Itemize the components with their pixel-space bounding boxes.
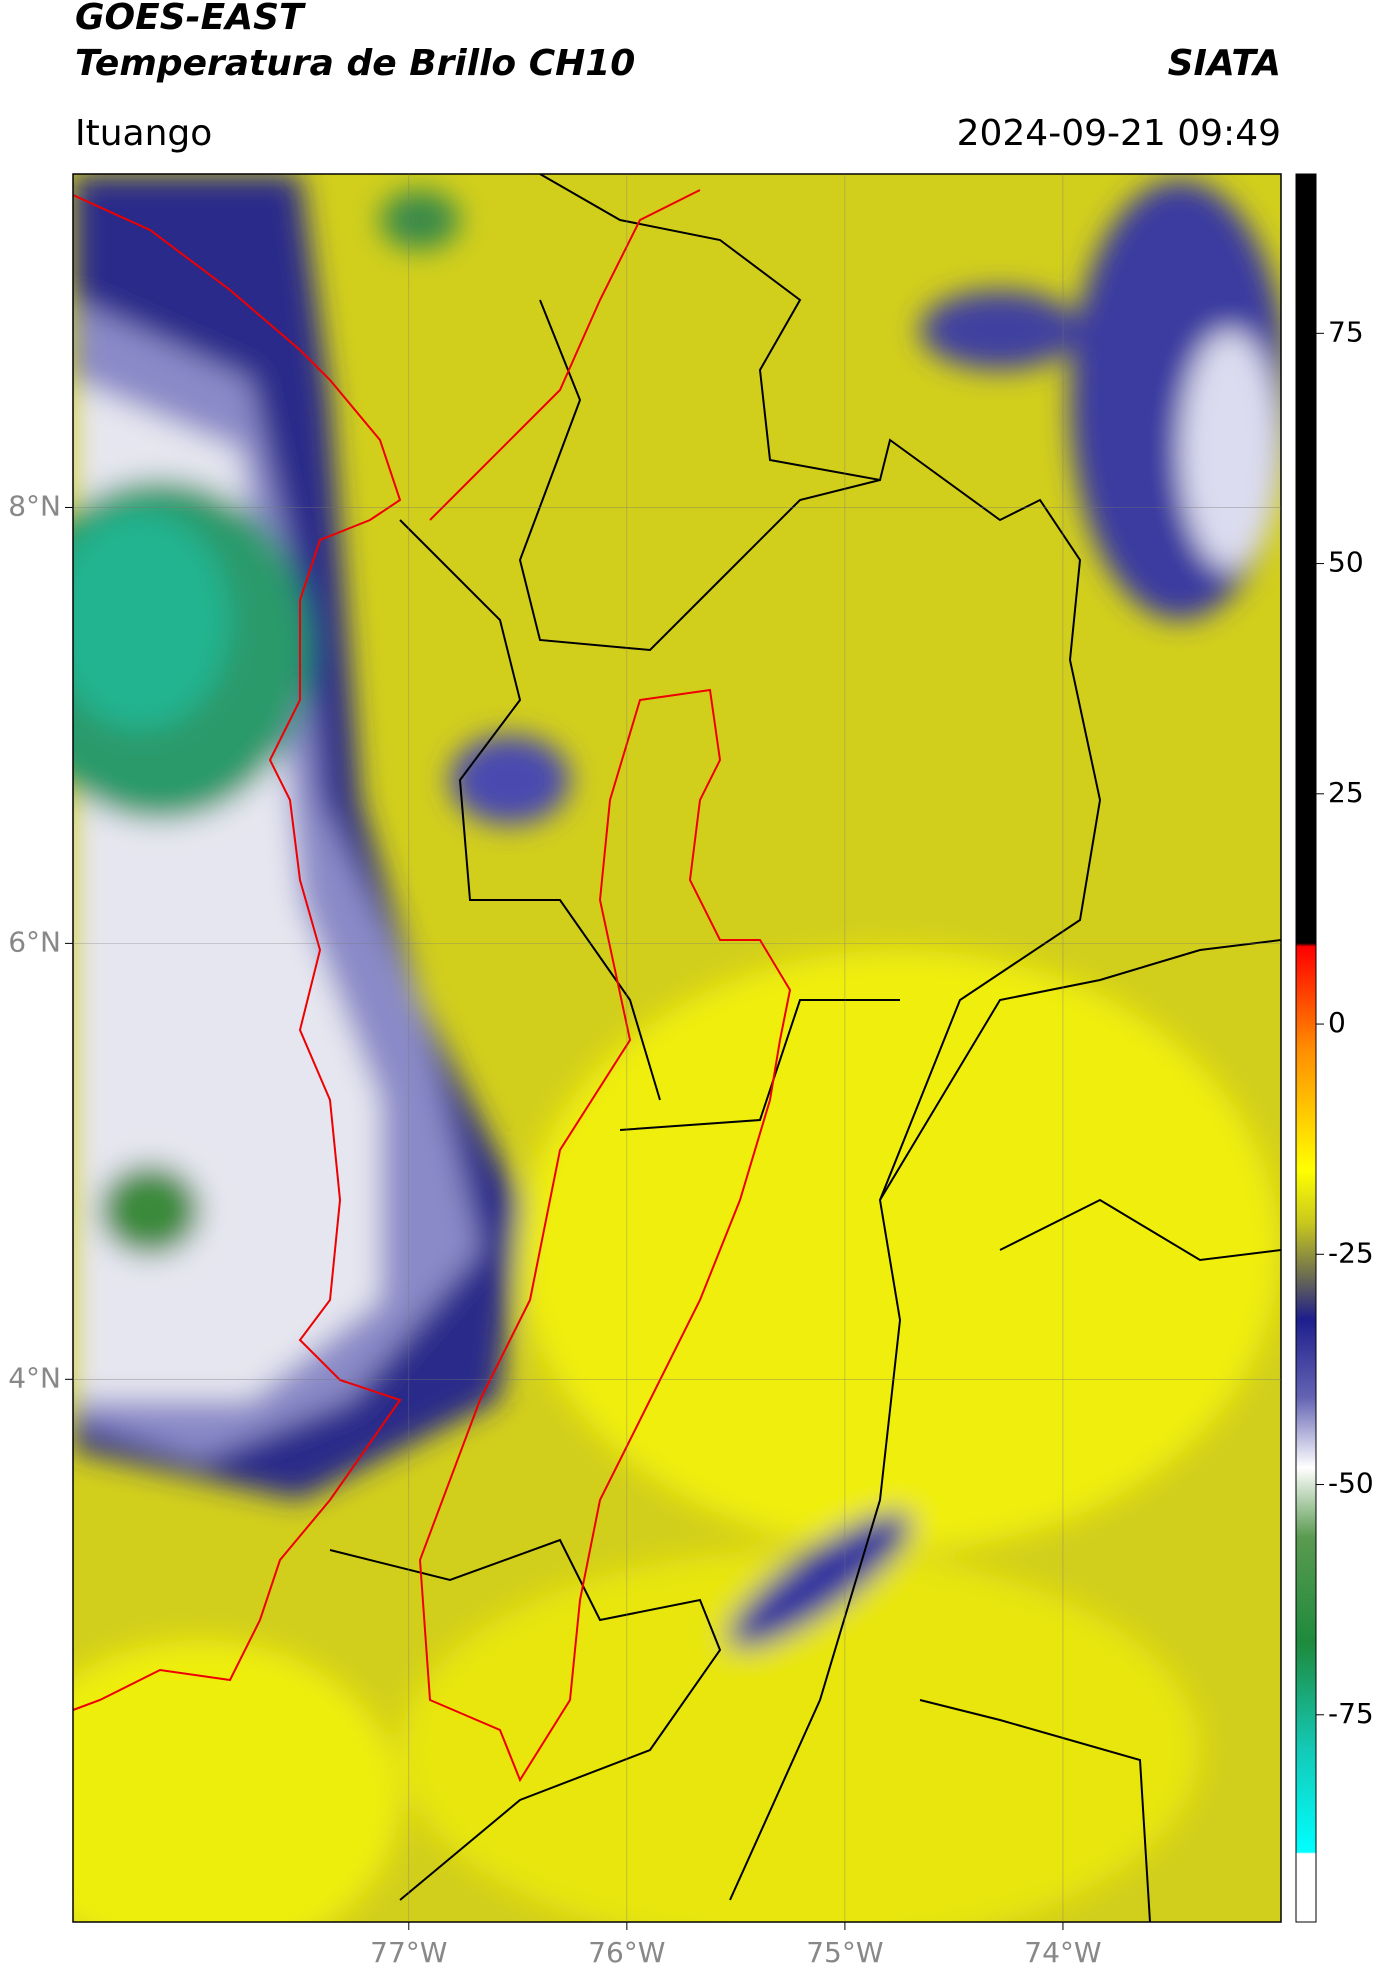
region: Ituango (75, 113, 212, 154)
coastline (73, 189, 792, 1783)
y-tick-label: 4°N (8, 1361, 61, 1394)
satellite-image (73, 174, 1281, 1922)
map-frame (72, 173, 1282, 1923)
x-tick-label: 77°W (370, 1936, 447, 1969)
colorbar-tick-label: -75 (1328, 1697, 1374, 1730)
colorbar-tick-label: 75 (1328, 315, 1364, 348)
brand: SIATA (1168, 43, 1281, 84)
colorbar-tick-label: 50 (1328, 546, 1364, 579)
colorbar (1295, 173, 1317, 1923)
colorbar-tick-label: -25 (1328, 1236, 1374, 1269)
colorbar-tick-label: 0 (1328, 1006, 1346, 1039)
admin-borders (329, 174, 1281, 1922)
y-tick-label: 8°N (8, 489, 61, 522)
colorbar-tick-label: -50 (1328, 1467, 1374, 1500)
x-tick-label: 76°W (588, 1936, 665, 1969)
title: GOES-EAST (75, 0, 306, 38)
x-tick-label: 74°W (1024, 1936, 1101, 1969)
x-tick-label: 75°W (806, 1936, 883, 1969)
colorbar-tick-label: 25 (1328, 776, 1364, 809)
subtitle: Temperatura de Brillo CH10 (75, 43, 635, 84)
y-tick-label: 6°N (8, 925, 61, 958)
timestamp: 2024-09-21 09:49 (957, 113, 1281, 154)
